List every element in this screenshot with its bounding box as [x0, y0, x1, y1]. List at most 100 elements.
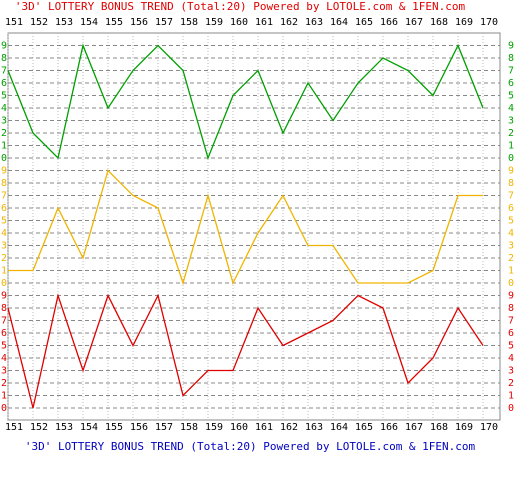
trend-line [7, 43, 484, 161]
x-tick-label: 151 [5, 422, 23, 433]
y-tick-label: 2 [1, 128, 7, 139]
y-tick-label: 2 [508, 128, 514, 139]
y-tick-label: 7 [508, 66, 514, 77]
y-tick-label: 1 [1, 266, 7, 277]
y-tick-label: 0 [508, 153, 514, 164]
y-tick-label: 4 [508, 353, 514, 364]
y-tick-label: 5 [508, 216, 514, 227]
trend-line [8, 169, 483, 286]
y-tick-label: 5 [1, 91, 7, 102]
x-tick-label: 155 [105, 17, 123, 28]
y-tick-label: 8 [508, 303, 514, 314]
y-tick-label: 2 [1, 253, 7, 264]
x-tick-label: 162 [280, 422, 298, 433]
y-tick-label: 6 [1, 328, 7, 339]
x-tick-label: 162 [280, 17, 298, 28]
y-tick-label: 7 [1, 66, 7, 77]
y-tick-label: 3 [1, 116, 7, 127]
y-tick-label: 8 [1, 53, 7, 64]
y-tick-label: 8 [508, 53, 514, 64]
x-tick-label: 166 [380, 17, 398, 28]
x-tick-label: 161 [255, 422, 273, 433]
y-tick-label: 0 [1, 403, 7, 414]
y-tick-label: 5 [1, 341, 7, 352]
x-tick-label: 169 [455, 17, 473, 28]
y-tick-label: 9 [508, 291, 514, 302]
y-tick-label: 7 [508, 316, 514, 327]
y-tick-label: 1 [508, 391, 514, 402]
y-tick-label: 3 [508, 116, 514, 127]
x-tick-label: 167 [405, 17, 423, 28]
x-tick-label: 152 [30, 17, 48, 28]
y-tick-label: 2 [508, 253, 514, 264]
x-tick-label: 169 [455, 422, 473, 433]
y-tick-label: 5 [1, 216, 7, 227]
x-tick-label: 170 [480, 17, 498, 28]
y-tick-label: 5 [508, 341, 514, 352]
y-tick-label: 4 [508, 103, 514, 114]
x-tick-label: 154 [80, 17, 98, 28]
y-tick-label: 8 [1, 303, 7, 314]
y-tick-label: 6 [508, 203, 514, 214]
y-tick-label: 3 [1, 366, 7, 377]
trend-line [7, 293, 484, 409]
x-tick-label: 158 [180, 422, 198, 433]
y-tick-label: 9 [508, 166, 514, 177]
x-tick-label: 164 [330, 17, 348, 28]
x-tick-label: 165 [355, 422, 373, 433]
x-tick-label: 166 [380, 422, 398, 433]
y-tick-label: 0 [508, 403, 514, 414]
x-tick-label: 157 [155, 17, 173, 28]
y-tick-label: 2 [1, 378, 7, 389]
x-tick-label: 164 [330, 422, 348, 433]
x-tick-label: 159 [205, 17, 223, 28]
y-tick-label: 9 [1, 166, 7, 177]
x-tick-label: 151 [5, 17, 23, 28]
y-tick-label: 9 [1, 291, 7, 302]
y-tick-label: 1 [1, 141, 7, 152]
y-tick-label: 1 [508, 266, 514, 277]
x-tick-label: 168 [430, 422, 448, 433]
x-tick-label: 168 [430, 17, 448, 28]
x-tick-label: 165 [355, 17, 373, 28]
y-tick-label: 2 [508, 378, 514, 389]
y-tick-label: 4 [508, 228, 514, 239]
y-tick-label: 0 [508, 278, 514, 289]
y-tick-label: 3 [508, 241, 514, 252]
y-tick-label: 1 [1, 391, 7, 402]
x-tick-label: 160 [230, 422, 248, 433]
y-tick-label: 6 [508, 328, 514, 339]
y-tick-label: 0 [1, 278, 7, 289]
x-tick-label: 152 [30, 422, 48, 433]
plot-frame [7, 32, 501, 421]
x-tick-label: 163 [305, 17, 323, 28]
y-tick-label: 5 [508, 91, 514, 102]
y-tick-label: 8 [1, 178, 7, 189]
y-tick-label: 8 [508, 178, 514, 189]
x-tick-label: 154 [80, 422, 98, 433]
y-tick-label: 6 [1, 203, 7, 214]
y-tick-label: 9 [508, 41, 514, 52]
y-tick-label: 0 [1, 153, 7, 164]
chart-title: '3D' LOTTERY BONUS TREND (Total:20) Powe… [15, 0, 466, 13]
x-tick-label: 156 [130, 17, 148, 28]
y-tick-label: 7 [508, 191, 514, 202]
y-tick-label: 4 [1, 353, 7, 364]
chart-footer: '3D' LOTTERY BONUS TREND (Total:20) Powe… [25, 440, 476, 453]
y-tick-label: 7 [1, 191, 7, 202]
y-tick-label: 4 [1, 228, 7, 239]
y-tick-label: 6 [508, 78, 514, 89]
x-tick-label: 163 [305, 422, 323, 433]
x-tick-label: 157 [155, 422, 173, 433]
x-tick-label: 160 [230, 17, 248, 28]
x-tick-label: 161 [255, 17, 273, 28]
y-tick-label: 7 [1, 316, 7, 327]
y-tick-label: 3 [508, 366, 514, 377]
x-tick-label: 170 [480, 422, 498, 433]
x-tick-label: 156 [130, 422, 148, 433]
y-tick-label: 3 [1, 241, 7, 252]
x-tick-label: 167 [405, 422, 423, 433]
x-tick-label: 158 [180, 17, 198, 28]
y-tick-label: 1 [508, 141, 514, 152]
